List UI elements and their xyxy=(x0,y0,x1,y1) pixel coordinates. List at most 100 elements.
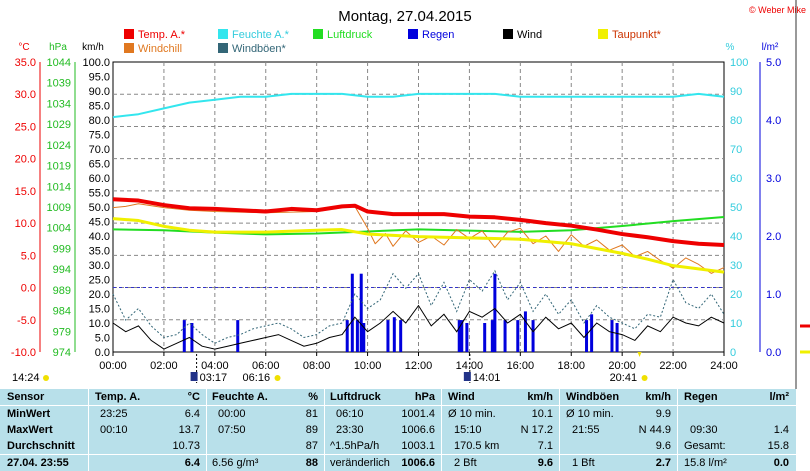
rain-bar xyxy=(615,323,619,352)
temp-tick-label: 0.0 xyxy=(21,283,36,295)
table-divider xyxy=(88,389,89,471)
rain-bar xyxy=(610,320,614,352)
pressure-tick-label: 1034 xyxy=(47,98,71,110)
wind-unit-label: km/h xyxy=(82,42,104,53)
moonrise-icon xyxy=(190,372,198,381)
left-time-label: 14:24 xyxy=(12,372,40,384)
humidity-tick-label: 60 xyxy=(730,173,742,185)
wind-tick-label: 10.0 xyxy=(89,318,110,330)
hum-avg-value: 87 xyxy=(305,440,318,452)
pressure-tick-label: 999 xyxy=(53,243,71,255)
credit-label: © Weber Mike xyxy=(749,5,806,15)
table-divider xyxy=(0,405,796,406)
rain-current-total: 15.8 l/m² xyxy=(684,457,727,469)
rain-bar xyxy=(392,317,396,352)
humidity-tick-label: 30 xyxy=(730,260,742,272)
rain-bar xyxy=(483,323,487,352)
pressure-tick-label: 1039 xyxy=(47,78,71,90)
windchill-line xyxy=(112,203,725,274)
moonset-icon xyxy=(463,372,471,381)
table-divider xyxy=(559,389,560,471)
row-label: MaxWert xyxy=(7,424,53,436)
rain-tick-label: 1.0 xyxy=(766,289,781,301)
legend-label: Temp. A.* xyxy=(138,29,186,41)
legend-swatch xyxy=(313,29,323,39)
gust-min-value: 9.9 xyxy=(655,408,671,420)
pressure-tick-label: 1009 xyxy=(47,202,71,214)
humidity-tick-label: 80 xyxy=(730,115,742,127)
legend-label: Windchill xyxy=(138,43,182,55)
temp-tick-label: 35.0 xyxy=(15,57,36,69)
x-tick-label: 06:00 xyxy=(252,360,280,372)
press-max-value: 1006.6 xyxy=(401,424,435,436)
rain-bar xyxy=(350,273,354,352)
legend-swatch xyxy=(503,29,513,39)
wind-tick-label: 70.0 xyxy=(89,144,110,156)
header-rain-unit: l/m² xyxy=(769,391,789,403)
wind-avg-value: 7.1 xyxy=(537,440,553,452)
wind-beaufort: 2 Bft xyxy=(454,457,477,469)
rain-tick-label: 4.0 xyxy=(766,115,781,127)
pressure-tick-label: 1004 xyxy=(47,223,71,235)
moonrise-label: 03:17 xyxy=(200,372,228,384)
wind-tick-label: 95.0 xyxy=(89,72,110,84)
press-current-value: 1006.6 xyxy=(401,457,435,469)
gust-beaufort: 1 Bft xyxy=(572,457,595,469)
humidity-tick-label: 90 xyxy=(730,86,742,98)
temp-unit-label: °C xyxy=(18,42,29,53)
humidity-tick-label: 20 xyxy=(730,289,742,301)
legend-swatch xyxy=(408,29,418,39)
header-wind: Wind xyxy=(448,391,475,403)
temp-tick-label: -10.0 xyxy=(11,347,36,359)
humidity-tick-label: 100 xyxy=(730,57,748,69)
header-wind-unit: km/h xyxy=(527,391,553,403)
rain-current-value: 0.0 xyxy=(773,457,789,469)
axis-ticks: 35.0 30.0 25.0 20.0 15.0 10.0 5.0 0.0 -5.0 -10.0 1… xyxy=(11,57,781,372)
table-divider xyxy=(441,389,442,471)
press-min-value: 1001.4 xyxy=(401,408,435,420)
wind-tick-label: 55.0 xyxy=(89,188,110,200)
pressure-tick-label: 979 xyxy=(53,326,71,338)
temp-tick-label: 30.0 xyxy=(15,89,36,101)
table-divider xyxy=(206,389,207,471)
wind-max-value: N 17.2 xyxy=(520,424,553,436)
press-forecast: veränderlich xyxy=(330,457,390,469)
gust-max-time: 21:55 xyxy=(572,424,600,436)
temp-current-value: 6.4 xyxy=(184,457,200,469)
rain-bar xyxy=(236,320,240,352)
legend-label: Luftdruck xyxy=(327,29,373,41)
wind-tick-label: 100.0 xyxy=(82,57,110,69)
legend-swatch xyxy=(598,29,608,39)
temp-tick-label: 5.0 xyxy=(21,250,36,262)
rain-bar xyxy=(345,320,349,352)
pressure-unit-label: hPa xyxy=(49,42,67,53)
humidity-line xyxy=(112,92,725,119)
legend-label: Regen xyxy=(422,29,454,41)
pressure-tick-label: 1044 xyxy=(47,57,71,69)
wind-tick-label: 90.0 xyxy=(89,86,110,98)
x-tick-label: 12:00 xyxy=(405,360,433,372)
hum-min-value: 81 xyxy=(305,408,318,420)
pressure-tick-label: 1019 xyxy=(47,161,71,173)
wind-tick-label: 85.0 xyxy=(89,101,110,113)
press-avg-value: 1003.1 xyxy=(401,440,435,452)
temp-avg-value: 10.73 xyxy=(172,440,200,452)
weather-chart: Montag, 27.04.2015 © Weber Mike °C hPa k… xyxy=(11,0,810,389)
legend-swatch xyxy=(124,43,134,53)
temp-max-time: 00:10 xyxy=(100,424,128,436)
chart-title: Montag, 27.04.2015 xyxy=(338,8,471,25)
row-label: MinWert xyxy=(7,408,51,420)
legend-swatch xyxy=(124,29,134,39)
legend-label: Windböen* xyxy=(232,43,287,55)
wind-max-time: 15:10 xyxy=(454,424,482,436)
wind-tick-label: 35.0 xyxy=(89,246,110,258)
pressure-tick-label: 989 xyxy=(53,285,71,297)
wind-current-value: 9.6 xyxy=(537,457,553,469)
grid xyxy=(113,62,724,352)
x-tick-label: 02:00 xyxy=(150,360,178,372)
table-divider xyxy=(0,454,796,455)
rain-unit-label: l/m² xyxy=(762,42,779,53)
humidity-tick-label: 0 xyxy=(730,347,736,359)
sunset-icon xyxy=(641,375,648,381)
rain-bar xyxy=(490,320,494,352)
